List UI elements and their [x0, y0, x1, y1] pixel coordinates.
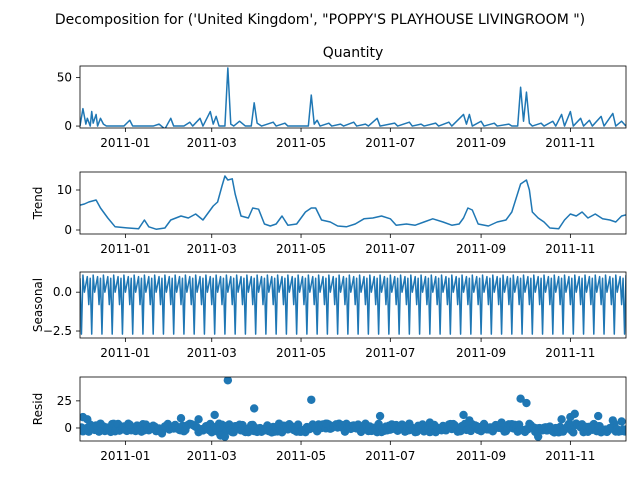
subplot-title: Quantity: [323, 45, 384, 61]
x-tick-label: 2011-03: [187, 242, 237, 256]
resid-point: [534, 432, 542, 440]
resid-point: [126, 421, 134, 429]
resid-point: [210, 411, 218, 419]
x-tick-label: 2011-01: [100, 136, 150, 150]
x-tick-label: 2011-05: [276, 136, 326, 150]
x-tick-label: 2011-07: [365, 136, 415, 150]
resid-point: [522, 399, 530, 407]
series-line: [80, 176, 626, 229]
x-tick-label: 2011-03: [187, 136, 237, 150]
x-tick-label: 2011-07: [365, 242, 415, 256]
x-tick-label: 2011-09: [456, 136, 506, 150]
panels: Quantity 0 50 2011-01 2011-03 2011-05 2011-07 2…: [31, 45, 630, 463]
resid-point: [275, 419, 283, 427]
y-tick-label: 0: [64, 119, 72, 133]
resid-point: [465, 416, 473, 424]
resid-point: [569, 428, 577, 436]
x-tick-label: 2011-11: [545, 449, 595, 463]
resid-point: [229, 428, 237, 436]
x-tick-label: 2011-05: [276, 242, 326, 256]
panel-4: Resid 0 25 2011-01 2011-03 2011-05 2011-07 2011…: [31, 376, 630, 463]
y-tick-label: 50: [57, 71, 72, 85]
series-line: [80, 68, 626, 129]
y-axis-label: Trend: [31, 187, 45, 221]
panel-1: Quantity 0 50 2011-01 2011-03 2011-05 2011-07 2…: [57, 45, 626, 150]
resid-point: [158, 429, 166, 437]
resid-point: [83, 415, 91, 423]
resid-point: [376, 412, 384, 420]
series-line: [80, 275, 626, 334]
y-tick-label: 0: [64, 421, 72, 435]
x-tick-label: 2011-03: [187, 346, 237, 360]
resid-point: [557, 415, 565, 423]
x-tick-label: 2011-05: [276, 346, 326, 360]
resid-point: [571, 410, 579, 418]
x-tick-label: 2011-01: [100, 242, 150, 256]
resid-point: [322, 419, 330, 427]
plot-area: [80, 68, 626, 129]
resid-point: [250, 404, 258, 412]
x-tick-label: 2011-01: [100, 449, 150, 463]
resid-point: [405, 419, 413, 427]
resid-point: [307, 396, 315, 404]
y-axis-label: Resid: [31, 393, 45, 425]
x-tick-label: 2011-11: [545, 136, 595, 150]
resid-point: [221, 432, 229, 440]
figure-title: Decomposition for ('United Kingdom', "PO…: [55, 12, 585, 28]
resid-point: [96, 419, 104, 427]
plot-area: [80, 275, 626, 334]
plot-area: [80, 176, 626, 229]
resid-point: [609, 416, 617, 424]
resid-point: [194, 415, 202, 423]
resid-point: [617, 417, 625, 425]
x-tick-label: 2011-09: [456, 346, 506, 360]
panel-2: Trend 0 10 2011-01 2011-03 2011-05 2011-07 2011…: [31, 172, 626, 256]
x-tick-label: 2011-07: [365, 449, 415, 463]
axes-frame: [80, 66, 626, 128]
plot-area: [76, 376, 630, 441]
resid-point: [426, 418, 434, 426]
y-tick-label: 10: [57, 183, 72, 197]
x-tick-label: 2011-01: [100, 346, 150, 360]
x-tick-label: 2011-05: [276, 449, 326, 463]
resid-point: [177, 414, 185, 422]
resid-point: [497, 418, 505, 426]
y-tick-label: −2.5: [43, 324, 72, 338]
x-tick-label: 2011-11: [545, 346, 595, 360]
resid-point: [594, 412, 602, 420]
x-tick-label: 2011-11: [545, 242, 595, 256]
y-tick-label: 0.0: [53, 285, 72, 299]
x-tick-label: 2011-07: [365, 346, 415, 360]
x-tick-label: 2011-09: [456, 449, 506, 463]
x-tick-label: 2011-03: [187, 449, 237, 463]
x-tick-label: 2011-09: [456, 242, 506, 256]
y-tick-label: 25: [57, 394, 72, 408]
y-tick-label: 0: [64, 223, 72, 237]
